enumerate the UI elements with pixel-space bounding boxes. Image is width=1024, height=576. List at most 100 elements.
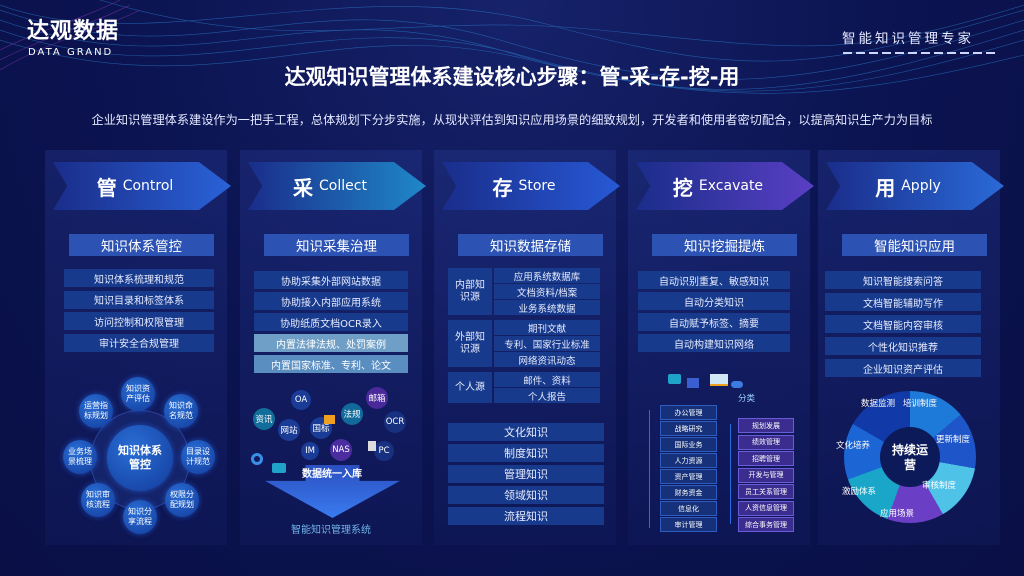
step-name: Control — [122, 178, 174, 194]
category-box: 审计管理 — [660, 517, 717, 532]
mail-icon — [324, 415, 335, 424]
source-bubble: 法规 — [341, 403, 363, 425]
subcategory-box: 人资信息管理 — [738, 500, 794, 516]
mail-icon — [687, 378, 699, 388]
source-bubble: 资讯 — [253, 408, 275, 430]
list-item: 自动赋予标签、摘要 — [638, 313, 790, 331]
subcategory-box: 开发与管理 — [738, 467, 794, 483]
list-item: 自动构建知识网络 — [638, 334, 790, 352]
tree-line — [649, 410, 650, 528]
source-bubble: OCR — [384, 411, 406, 433]
source-item: 网络资讯动态 — [494, 352, 600, 367]
step-char: 存 — [492, 175, 513, 200]
step-char: 采 — [293, 175, 314, 200]
pdf-icon — [368, 441, 376, 451]
cycle-segment: 文化培养 — [836, 441, 871, 451]
chat-icon — [668, 374, 681, 384]
source-bubble: 邮箱 — [366, 387, 388, 409]
knowledge-type: 流程知识 — [448, 507, 604, 525]
source-group-label: 外部知识源 — [448, 320, 492, 367]
chat-icon — [272, 463, 286, 473]
tree-line — [730, 424, 731, 524]
knowledge-type: 管理知识 — [448, 465, 604, 483]
tagline: 智能知识管理专家 — [842, 31, 974, 47]
diagram-node: 知识审核流程 — [81, 483, 115, 517]
cycle-segment: 应用场景 — [880, 509, 915, 519]
section-title: 知识数据存储 — [458, 234, 603, 256]
step-name: Collect — [319, 178, 367, 194]
diagram-node: 目录设计规范 — [181, 440, 215, 474]
step-name: Apply — [901, 178, 941, 194]
list-item: 企业知识资产评估 — [825, 359, 981, 377]
step-header-apply: 用 Apply — [826, 162, 1004, 210]
knowledge-type: 领域知识 — [448, 486, 604, 504]
cycle-segment: 审核制度 — [922, 481, 957, 491]
diagram-node: 权限分配规划 — [165, 483, 199, 517]
data-collection-diagram: OA 资讯 网站 国标 IM NAS 法规 邮箱 OCR PC 数据统一入库 智能知识管理系统 — [240, 375, 422, 545]
section-title: 智能知识应用 — [842, 234, 987, 256]
column-apply: 用 Apply 智能知识应用 知识智能搜索问答 文档智能辅助写作 文档智能内容审核 个性化知… — [818, 150, 1004, 545]
step-name: Excavate — [698, 178, 764, 194]
column-excavate: 挖 Excavate 知识挖掘提炼 自动识别重复、敏感知识 自动分类知识 自动赋予标签、摘… — [628, 150, 814, 545]
step-header-control: 管 Control — [53, 162, 231, 210]
step-header-collect: 采 Collect — [248, 162, 426, 210]
category-box: 国际业务 — [660, 437, 717, 452]
category-box: 财务资金 — [660, 485, 717, 500]
cycle-segment: 数据监测 — [861, 399, 896, 409]
source-group-label: 个人源 — [448, 372, 492, 403]
source-item: 业务系统数据 — [494, 300, 600, 315]
knowledge-type: 文化知识 — [448, 423, 604, 441]
center-node: 知识体系管控 — [107, 425, 173, 491]
oa-icon — [710, 374, 728, 386]
browser-icon — [251, 453, 263, 465]
column-control: 管 Control 知识体系管控 知识体系梳理和规范 知识目录和标签体系 访问控制和权限管… — [45, 150, 231, 545]
source-item: 邮件、资料 — [494, 372, 600, 387]
list-item: 文档智能辅助写作 — [825, 293, 981, 311]
step-char: 管 — [96, 175, 117, 200]
classify-label: 分类 — [738, 394, 756, 404]
operation-cycle-diagram: 持续运营 数据监测 培训制度更新制度审核制度应用场景 激励体系 文化培养 — [818, 385, 1000, 540]
subcategory-box: 综合事务管理 — [738, 517, 794, 532]
section-title: 知识体系管控 — [69, 234, 214, 256]
list-item: 协助纸质文档OCR录入 — [254, 313, 408, 331]
list-item: 内置国家标准、专利、论文 — [254, 355, 408, 373]
diagram-node: 知识分享流程 — [123, 500, 157, 534]
column-store: 存 Store 知识数据存储 内部知识源 应用系统数据库 文档资料/档案 业务系统数据 外部知… — [434, 150, 620, 545]
category-box: 资产管理 — [660, 469, 717, 484]
category-box: 信息化 — [660, 501, 717, 516]
wave-decoration — [0, 0, 1024, 94]
list-item: 知识智能搜索问答 — [825, 271, 981, 289]
source-bubble: PC — [374, 441, 394, 461]
knowledge-system-diagram: 知识体系管控 知识资产评估 知识命名规范目录设计规范权限分配规划 知识分享流程 知识审核… — [45, 370, 227, 540]
cycle-center: 持续运营 — [891, 443, 928, 472]
step-char: 挖 — [672, 175, 693, 200]
diagram-node: 知识命名规范 — [164, 394, 198, 428]
diagram-node: 知识资产评估 — [121, 377, 155, 411]
subcategory-box: 招聘管理 — [738, 451, 794, 466]
section-title: 知识挖掘提炼 — [652, 234, 797, 256]
list-item: 审计安全合规管理 — [64, 333, 214, 352]
cycle-segment: 激励体系 — [842, 487, 877, 497]
arrow-label: 数据统一入库 — [302, 469, 362, 480]
source-group-label: 内部知识源 — [448, 268, 492, 315]
tagline-underline — [843, 52, 999, 54]
logo-subtext: DATA GRAND — [28, 47, 114, 58]
footer-label: 智能知识管理系统 — [291, 525, 371, 536]
source-bubble: IM — [301, 442, 319, 460]
diagram-node: 业务场景梳理 — [63, 440, 97, 474]
cycle-segment: 更新制度 — [936, 435, 971, 445]
cycle-segment: 培训制度 — [903, 399, 938, 409]
category-box: 办公管理 — [660, 405, 717, 420]
list-item: 知识体系梳理和规范 — [64, 269, 214, 287]
list-item: 协助接入内部应用系统 — [254, 292, 408, 310]
category-box: 战略研究 — [660, 421, 717, 436]
subcategory-box: 员工关系管理 — [738, 484, 794, 499]
subcategory-box: 绩效管理 — [738, 434, 794, 450]
source-item: 专利、国家行业标准 — [494, 336, 600, 351]
section-title: 知识采集治理 — [264, 234, 409, 256]
source-item: 应用系统数据库 — [494, 268, 600, 283]
list-item: 自动分类知识 — [638, 292, 790, 310]
list-item: 访问控制和权限管理 — [64, 312, 214, 330]
list-item: 内置法律法规、处罚案例 — [254, 334, 408, 352]
step-header-excavate: 挖 Excavate — [636, 162, 814, 210]
